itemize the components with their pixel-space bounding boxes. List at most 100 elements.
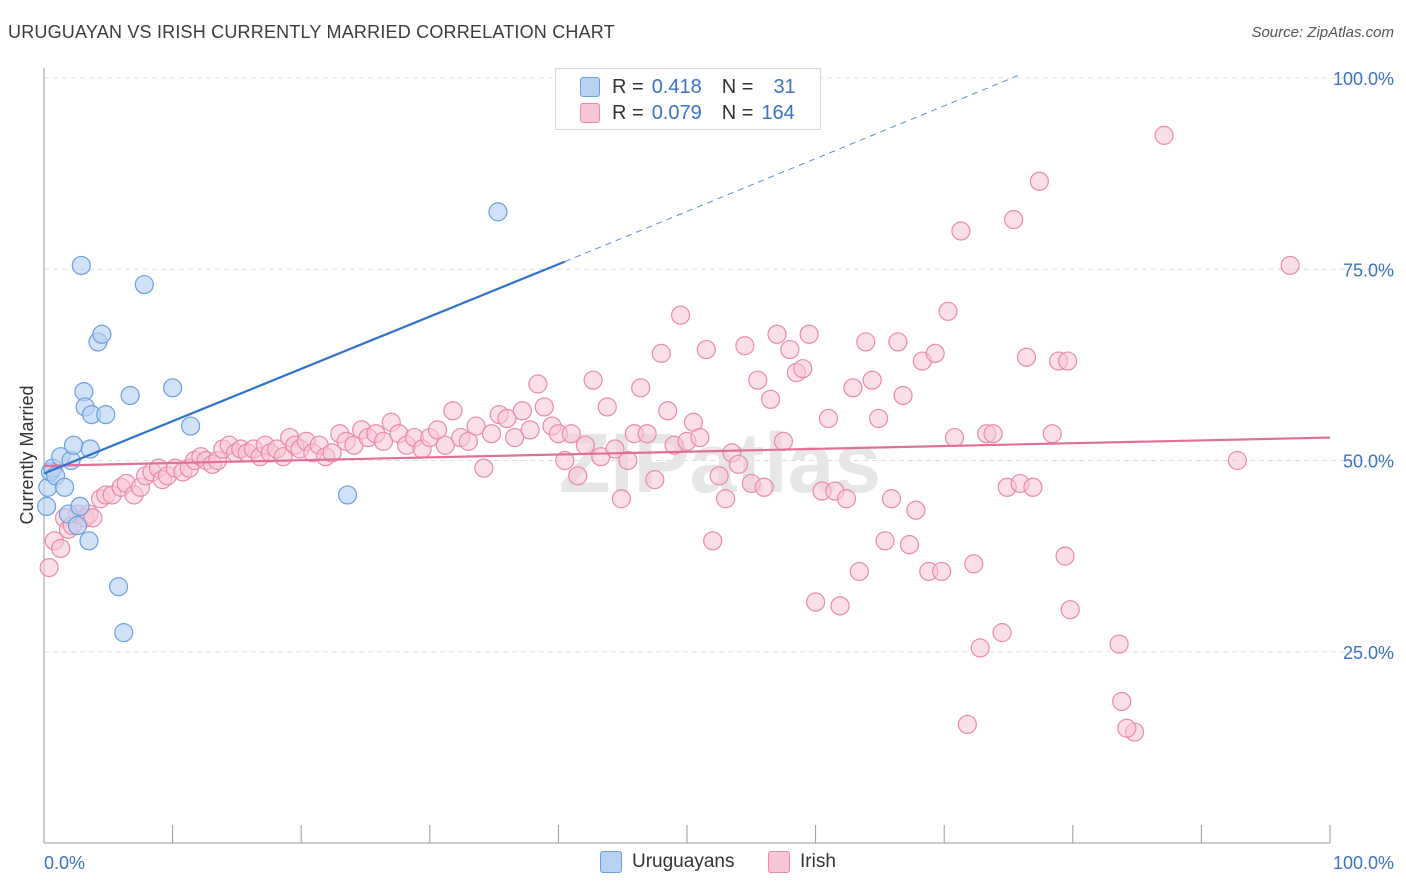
irish-point xyxy=(474,458,494,478)
irish-point xyxy=(497,408,517,429)
uruguayans-point xyxy=(96,405,116,425)
irish-swatch xyxy=(580,103,600,123)
n-value: 164 xyxy=(761,101,795,124)
irish-point xyxy=(773,431,794,451)
irish-point xyxy=(1112,691,1132,712)
uruguayans-point xyxy=(36,496,57,516)
irish-point xyxy=(466,416,486,436)
r-label: R = xyxy=(612,75,644,98)
irish-point xyxy=(631,378,651,398)
irish-point xyxy=(51,538,71,559)
irish-point xyxy=(938,301,958,321)
irish-point xyxy=(735,336,755,356)
irish-point xyxy=(754,477,774,497)
irish-point xyxy=(1280,255,1300,276)
series-legend: Uruguayans Irish xyxy=(0,851,1406,879)
irish-point xyxy=(760,389,781,409)
source-label: Source: ZipAtlas.com xyxy=(1251,24,1394,41)
uruguayans-point xyxy=(337,485,358,505)
x-tick-label: 0.0% xyxy=(44,853,85,873)
irish-series xyxy=(39,125,1300,742)
irish-point xyxy=(944,427,965,448)
irish-point xyxy=(983,424,1003,444)
irish-point xyxy=(964,554,984,574)
uruguayans-point xyxy=(71,255,91,276)
irish-point xyxy=(793,359,813,379)
irish-point xyxy=(836,489,857,509)
irish-point xyxy=(780,339,800,360)
uruguayans-trend-line xyxy=(43,260,566,475)
irish-point xyxy=(856,332,876,352)
irish-point xyxy=(899,535,920,555)
irish-point xyxy=(645,470,665,490)
irish-point xyxy=(1055,546,1075,566)
uruguayans-legend-swatch xyxy=(600,851,622,873)
y-tick-label: 25.0% xyxy=(1343,643,1394,663)
irish-point xyxy=(709,466,729,486)
irish-point xyxy=(728,454,749,474)
irish-point xyxy=(651,343,671,363)
irish-point xyxy=(925,343,945,363)
irish-point xyxy=(748,370,768,390)
irish-point xyxy=(555,450,575,471)
uruguayans-point xyxy=(114,623,134,643)
irish-point xyxy=(373,431,394,451)
uruguayans-point xyxy=(92,324,112,344)
stats-row-irish: R = 0.079 N = 164 xyxy=(580,100,795,126)
tick-labels: 25.0% 50.0% 75.0% 100.0% 0.0% 100.0% xyxy=(44,69,1394,873)
irish-point xyxy=(703,531,723,551)
irish-point xyxy=(1016,347,1037,367)
irish-point xyxy=(575,435,596,455)
irish-point xyxy=(458,431,478,451)
irish-point xyxy=(970,638,990,658)
n-label: N = xyxy=(721,101,754,124)
irish-point xyxy=(83,508,103,528)
irish-point xyxy=(1023,477,1043,497)
uruguayans-point xyxy=(67,515,88,536)
irish-point xyxy=(805,592,826,612)
legend-label-irish: Irish xyxy=(800,851,836,872)
irish-point xyxy=(888,332,908,352)
y-tick-label: 50.0% xyxy=(1343,452,1394,472)
irish-point xyxy=(690,427,710,448)
irish-point xyxy=(1058,351,1078,371)
stats-row-uruguayans: R = 0.418 N = 31 xyxy=(580,74,796,100)
irish-point xyxy=(481,424,502,444)
irish-point xyxy=(992,623,1012,643)
uruguayans-point xyxy=(54,477,75,497)
irish-point xyxy=(932,561,952,582)
irish-point xyxy=(427,420,448,440)
grid xyxy=(44,77,1392,653)
irish-point xyxy=(443,401,463,421)
r-value: 0.418 xyxy=(651,75,702,98)
irish-point xyxy=(951,221,971,241)
stats-legend: R = 0.418 N = 31 R = 0.079 N = 164 xyxy=(555,68,821,130)
uruguayans-point xyxy=(108,577,129,597)
y-tick-label: 100.0% xyxy=(1333,69,1394,89)
legend-item-uruguayans: Uruguayans xyxy=(600,851,734,873)
irish-point xyxy=(670,305,691,325)
irish-point xyxy=(875,531,895,551)
irish-point xyxy=(618,450,638,471)
irish-point xyxy=(881,489,902,509)
irish-point xyxy=(696,339,716,360)
irish-point xyxy=(435,435,455,455)
legend-item-irish: Irish xyxy=(768,851,836,873)
irish-point xyxy=(561,424,581,444)
legend-label-uruguayans: Uruguayans xyxy=(632,851,735,872)
irish-point xyxy=(893,385,913,406)
uruguayans-point xyxy=(120,385,140,406)
uruguayans-swatch xyxy=(580,77,600,97)
uruguayans-point xyxy=(181,416,201,436)
y-tick-label: 75.0% xyxy=(1343,260,1394,280)
uruguayans-point xyxy=(63,435,84,455)
irish-point xyxy=(957,714,977,735)
irish-legend-swatch xyxy=(768,851,790,873)
uruguayans-series xyxy=(36,202,508,643)
irish-point xyxy=(1004,209,1024,230)
irish-point xyxy=(830,596,850,616)
irish-point xyxy=(799,324,819,344)
irish-point xyxy=(1227,450,1248,471)
irish-point xyxy=(869,408,889,429)
